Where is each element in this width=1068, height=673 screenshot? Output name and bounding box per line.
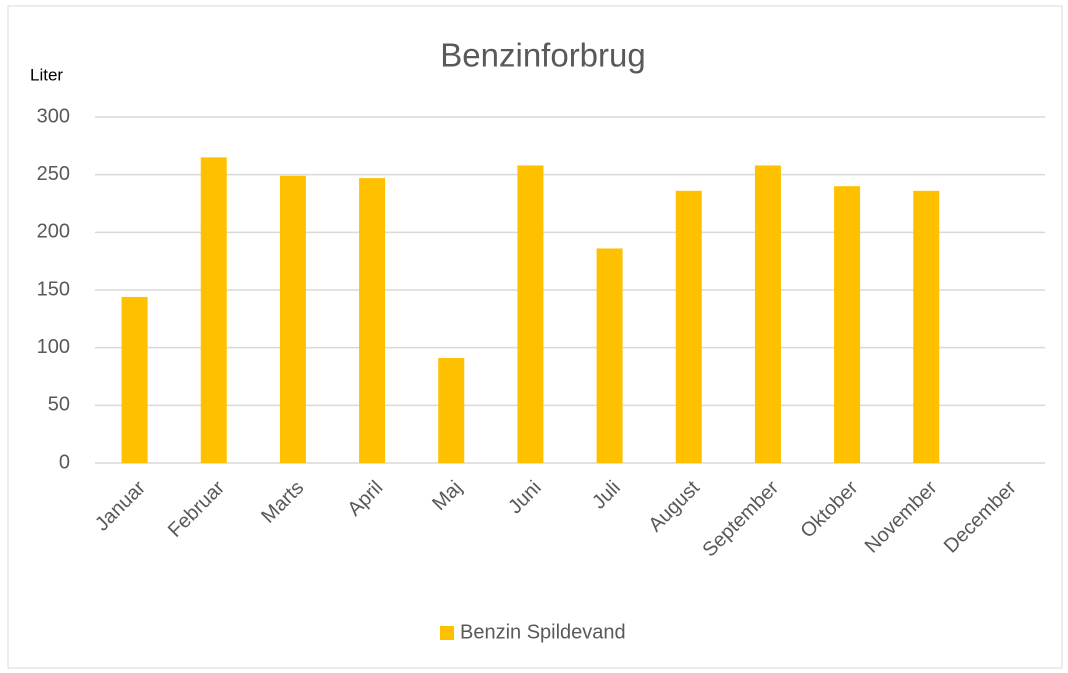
legend-label: Benzin Spildevand <box>460 621 626 643</box>
y-tick-label: 300 <box>37 105 70 127</box>
bar <box>834 186 861 463</box>
y-tick-label: 0 <box>59 451 70 473</box>
y-tick-label: 100 <box>37 336 70 358</box>
chart-title: Benzinforbrug <box>440 37 645 74</box>
bar <box>517 165 544 463</box>
y-tick-label: 50 <box>48 394 70 416</box>
bar <box>200 157 227 463</box>
bar <box>913 190 940 463</box>
bar <box>359 178 386 464</box>
bar <box>596 248 623 463</box>
bar <box>121 296 148 463</box>
bar <box>279 175 306 463</box>
y-tick-label: 250 <box>37 163 70 185</box>
bar <box>675 190 702 463</box>
y-tick-label: 150 <box>37 278 70 300</box>
y-axis-label: Liter <box>30 65 63 84</box>
legend-swatch <box>440 626 454 640</box>
bar <box>438 358 465 463</box>
bar <box>754 165 781 463</box>
y-tick-label: 200 <box>37 221 70 243</box>
